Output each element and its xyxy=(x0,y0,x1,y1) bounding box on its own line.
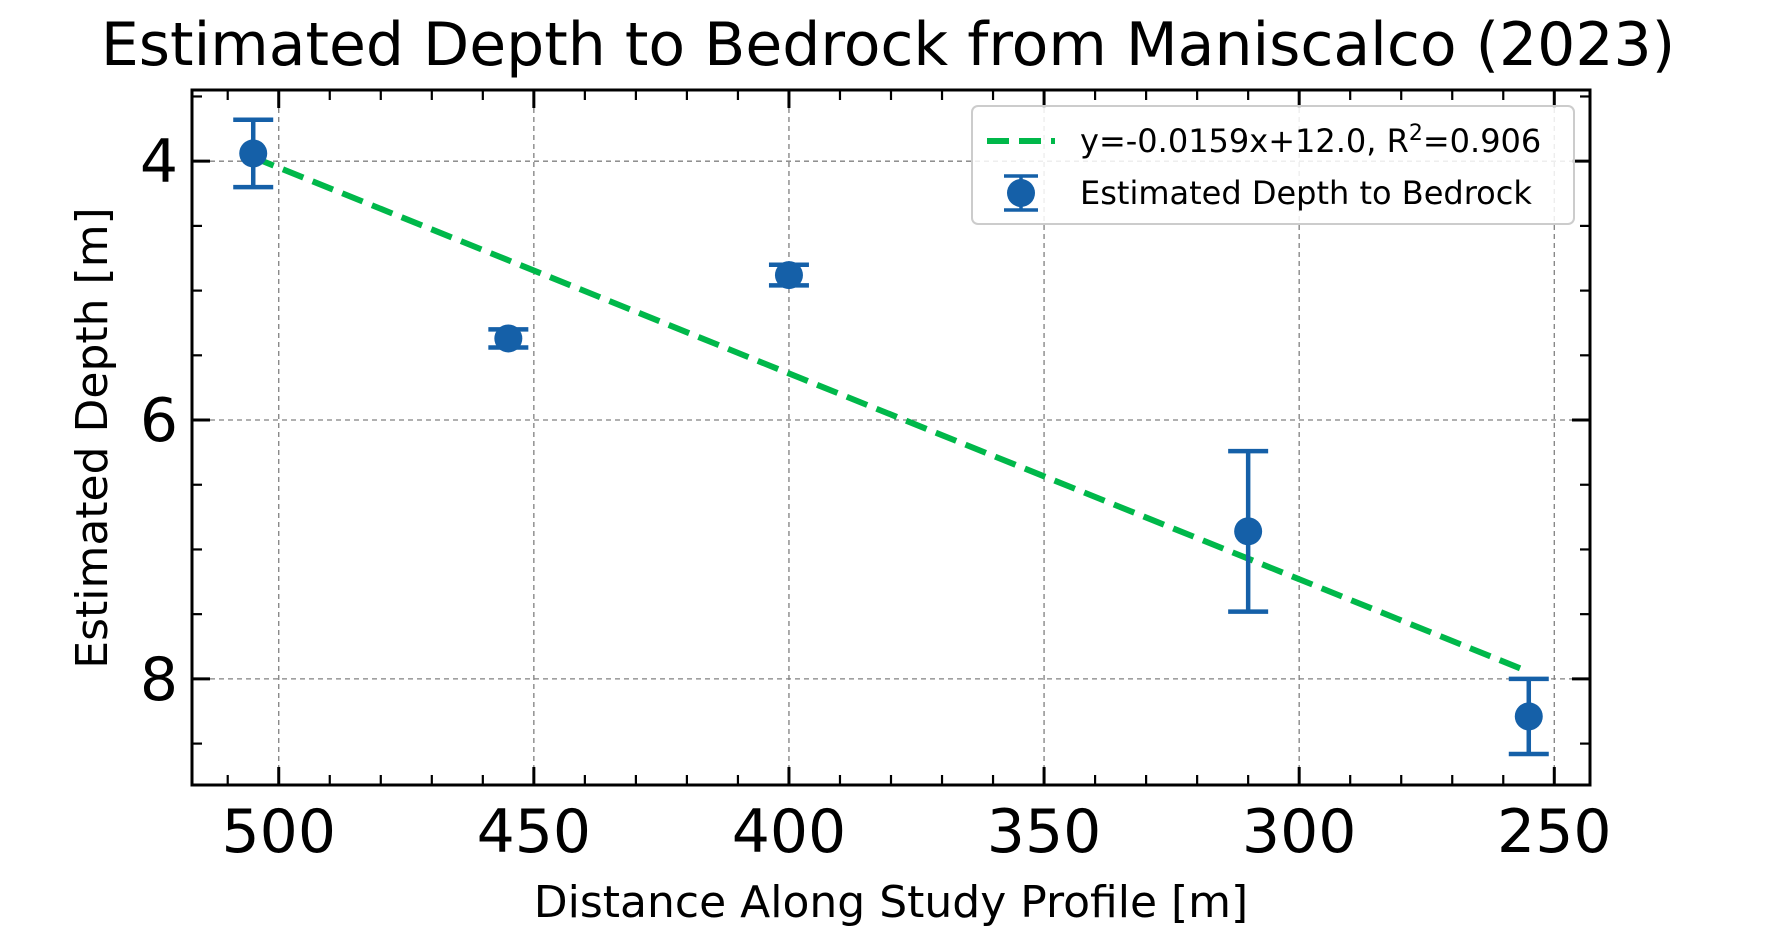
x-tick-label: 500 xyxy=(221,797,336,867)
x-tick-label: 350 xyxy=(987,797,1102,867)
legend-fit-suffix: =0.906 xyxy=(1423,122,1541,160)
x-tick-label: 400 xyxy=(732,797,847,867)
y-tick-label: 4 xyxy=(140,127,178,197)
axis-ticks: 500 450 400 350 300 250 4 6 8 xyxy=(140,90,1612,867)
legend-trend-line-label: y=-0.0159x+12.0, R2=0.906 xyxy=(1080,121,1541,160)
legend-box xyxy=(971,105,1575,225)
y-tick-label: 8 xyxy=(140,645,178,715)
trend-line-layer xyxy=(252,154,1530,675)
x-tick-label: 300 xyxy=(1242,797,1357,867)
y-axis-label: Estimated Depth [m] xyxy=(67,207,118,668)
data-point xyxy=(1234,517,1263,546)
x-tick-label: 250 xyxy=(1497,797,1612,867)
x-tick-label: 450 xyxy=(477,797,592,867)
y-tick-label: 6 xyxy=(140,386,178,456)
legend-point-marker xyxy=(1007,179,1035,207)
data-point xyxy=(239,139,268,168)
legend-fit-sup: 2 xyxy=(1409,121,1423,146)
x-axis-label: Distance Along Study Profile [m] xyxy=(534,877,1248,928)
data-point xyxy=(494,324,523,353)
chart-title: Estimated Depth to Bedrock from Maniscal… xyxy=(101,10,1675,80)
legend-point-label: Estimated Depth to Bedrock xyxy=(1080,174,1532,212)
legend: y=-0.0159x+12.0, R2=0.906 Estimated Dept… xyxy=(971,105,1575,225)
trend-line xyxy=(252,154,1530,675)
data-points-layer xyxy=(233,117,1549,757)
legend-point-swatch xyxy=(1004,174,1038,212)
legend-fit-prefix: y=-0.0159x+12.0, R xyxy=(1080,122,1409,160)
data-point xyxy=(774,261,803,290)
data-point xyxy=(1514,702,1543,731)
